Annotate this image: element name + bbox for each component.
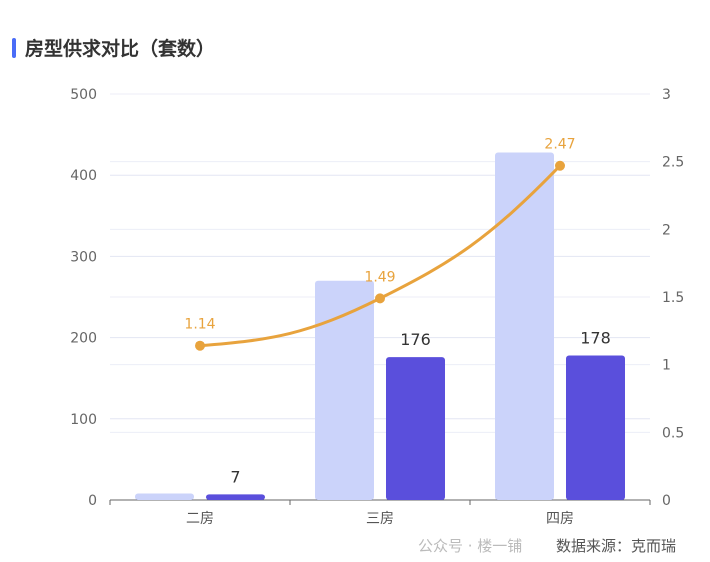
left-tick-label: 400: [70, 168, 97, 184]
right-tick-label: 0: [662, 493, 671, 509]
bar: [566, 355, 625, 500]
x-tick-label: 三房: [366, 511, 394, 527]
right-tick-label: 1: [662, 358, 671, 374]
title-text: 房型供求对比（套数）: [25, 38, 216, 60]
bar: [495, 152, 554, 501]
line-point: [555, 160, 565, 171]
bar-data-label: 7: [230, 467, 240, 486]
right-tick-label: 1.5: [662, 290, 684, 306]
bar-data-label: 176: [400, 330, 431, 349]
bar: [135, 493, 194, 500]
bar: [206, 494, 265, 500]
left-tick-label: 200: [70, 331, 97, 347]
watermark: 公众号 · 楼一铺: [418, 537, 523, 555]
left-tick-label: 300: [70, 249, 97, 265]
data-source: 数据来源：克而瑞: [556, 537, 677, 555]
line-point: [195, 340, 205, 351]
title-accent-bar: [12, 37, 16, 58]
left-tick-label: 100: [70, 412, 97, 428]
bar-data-label: 178: [580, 328, 611, 347]
left-tick-label: 500: [70, 87, 97, 103]
right-tick-label: 2.5: [662, 155, 684, 171]
line-data-label: 1.49: [364, 269, 395, 285]
line-data-label: 1.14: [184, 317, 215, 333]
right-tick-label: 2: [662, 222, 671, 238]
x-tick-label: 二房: [186, 511, 214, 527]
line-data-label: 2.47: [544, 137, 575, 153]
right-tick-label: 0.5: [662, 425, 684, 441]
bar: [315, 280, 374, 500]
line-point: [375, 293, 385, 304]
bar: [386, 357, 445, 500]
right-tick-label: 3: [662, 87, 671, 103]
x-tick-label: 四房: [546, 511, 574, 527]
left-tick-label: 0: [88, 493, 97, 509]
chart-title: 房型供求对比（套数）: [12, 34, 215, 61]
